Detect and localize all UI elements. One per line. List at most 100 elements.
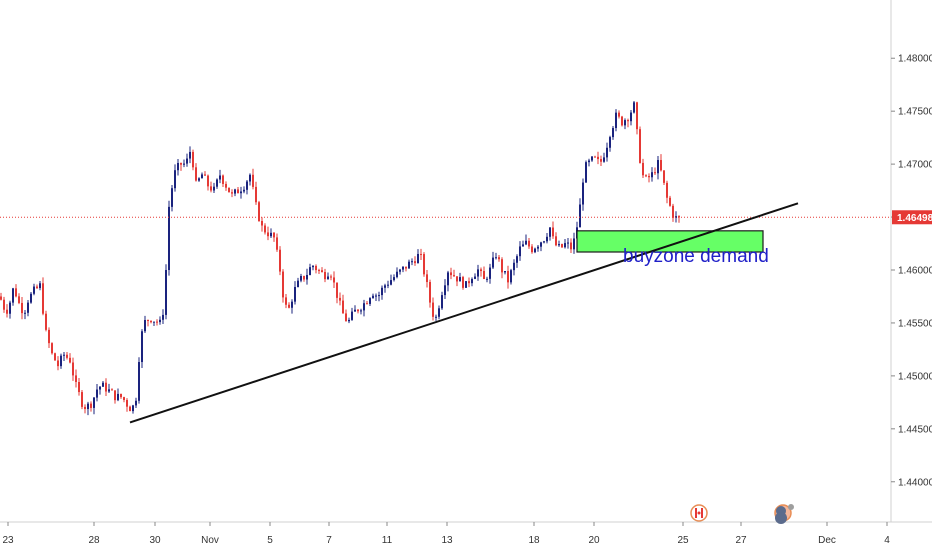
candle <box>465 281 467 288</box>
candle <box>594 155 596 158</box>
candle <box>339 292 341 306</box>
candle <box>456 276 458 287</box>
y-tick-label: 1.44000 <box>898 477 932 488</box>
candle <box>42 277 44 316</box>
y-tick-label: 1.47500 <box>898 107 932 118</box>
candle <box>3 296 5 313</box>
candle <box>303 275 305 282</box>
candle <box>69 353 71 364</box>
candle <box>105 378 107 396</box>
candle <box>342 294 344 314</box>
candle <box>18 293 20 305</box>
buyzone-demand-label[interactable]: buyzone demand <box>623 246 769 267</box>
candle <box>279 246 281 276</box>
candle <box>654 167 656 175</box>
candle <box>363 299 365 317</box>
candle <box>567 238 569 249</box>
candle <box>39 281 41 291</box>
candle <box>111 388 113 391</box>
candle <box>402 266 404 273</box>
candle <box>420 248 422 261</box>
candle <box>156 319 158 326</box>
candle <box>471 277 473 287</box>
candle <box>12 287 14 306</box>
candle <box>267 226 269 241</box>
ascending-trendline[interactable] <box>129 202 799 424</box>
candle <box>588 158 590 167</box>
candle <box>309 263 311 276</box>
candle <box>429 279 431 308</box>
candle <box>495 252 497 260</box>
candle <box>0 292 2 301</box>
candle <box>222 174 224 188</box>
candle <box>666 180 668 204</box>
candle <box>228 187 230 193</box>
candle <box>129 405 131 412</box>
candle <box>282 269 284 303</box>
candle <box>150 320 152 324</box>
candle <box>183 159 185 168</box>
x-tick-label: Nov <box>201 535 219 546</box>
candle <box>276 233 278 252</box>
x-tick-label: 13 <box>441 535 453 546</box>
candle <box>612 126 614 140</box>
y-tick-label: 1.47000 <box>898 160 932 171</box>
candle <box>468 277 470 288</box>
candle <box>213 182 215 193</box>
candle <box>147 319 149 327</box>
candle <box>171 185 173 212</box>
x-tick-label: 4 <box>884 535 890 546</box>
candle <box>219 169 221 184</box>
candle <box>258 200 260 222</box>
candle <box>93 397 95 415</box>
canada-flag-icon[interactable] <box>690 504 708 522</box>
candle <box>501 257 503 279</box>
candle <box>192 149 194 171</box>
candle <box>432 297 434 321</box>
candles-layer <box>0 100 680 416</box>
candle <box>405 266 407 272</box>
candle <box>459 272 461 282</box>
candle <box>189 146 191 164</box>
candle <box>549 227 551 241</box>
candle <box>378 291 380 302</box>
candle <box>435 314 437 321</box>
candle <box>372 293 374 299</box>
event-icons <box>690 504 794 524</box>
candle <box>180 162 182 171</box>
candle <box>99 385 101 395</box>
candle <box>291 299 293 314</box>
candle <box>306 268 308 285</box>
economic-event-icon[interactable] <box>774 504 794 524</box>
candle <box>288 302 290 309</box>
candle <box>90 401 92 412</box>
candle <box>165 264 167 320</box>
candle <box>327 272 329 280</box>
candle <box>318 268 320 274</box>
candle <box>255 181 257 205</box>
candle <box>510 268 512 285</box>
candle <box>423 252 425 277</box>
candle <box>528 237 530 249</box>
candle <box>375 293 377 301</box>
candle <box>417 249 419 264</box>
candle <box>87 401 89 416</box>
candle <box>663 170 665 186</box>
candle <box>249 173 251 186</box>
candle <box>132 404 134 414</box>
candle <box>312 264 314 271</box>
candle <box>546 233 548 244</box>
candle <box>45 310 47 332</box>
candle <box>558 240 560 247</box>
candle <box>300 273 302 283</box>
demand-zone-rectangle[interactable] <box>576 230 764 253</box>
candle <box>135 397 137 409</box>
candle <box>678 215 680 223</box>
candle <box>561 243 563 249</box>
candle <box>321 267 323 273</box>
y-tick-label: 1.45500 <box>898 318 932 329</box>
candle <box>234 188 236 197</box>
candle <box>27 299 29 317</box>
candle <box>672 203 674 222</box>
